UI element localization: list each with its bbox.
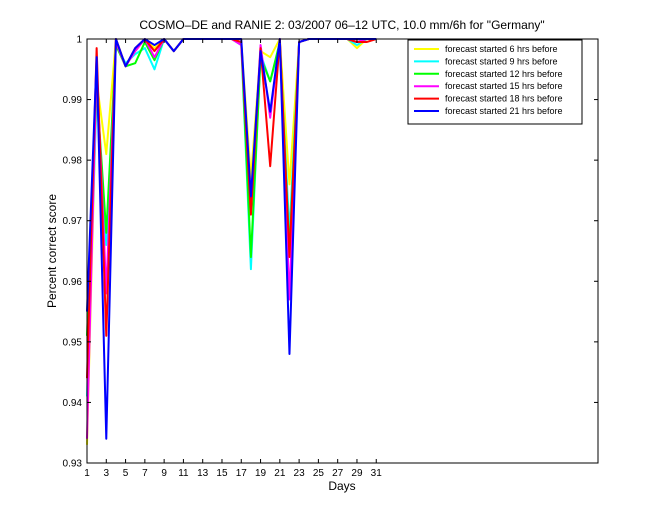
y-tick-label: 0.94 bbox=[63, 398, 83, 409]
x-tick-label: 1 bbox=[84, 468, 90, 479]
x-tick-label: 21 bbox=[274, 468, 286, 479]
y-tick-label: 0.95 bbox=[63, 337, 83, 348]
chart-title: COSMO–DE and RANIE 2: 03/2007 06–12 UTC,… bbox=[139, 18, 544, 32]
y-tick-label: 0.97 bbox=[63, 216, 83, 227]
x-tick-label: 25 bbox=[313, 468, 325, 479]
y-axis-label: Percent correct score bbox=[45, 194, 59, 308]
legend-entries: forecast started 6 hrs before forecast st… bbox=[414, 44, 563, 116]
x-axis-ticks: 1 3 5 7 9 11 13 15 17 19 21 23 25 27 29 31 bbox=[84, 39, 382, 479]
legend-label-1: forecast started 6 hrs before bbox=[445, 44, 558, 54]
legend-label-5: forecast started 18 hrs before bbox=[445, 94, 563, 104]
y-tick-label: 0.93 bbox=[63, 459, 83, 470]
y-tick-label: 0.96 bbox=[63, 277, 83, 288]
x-tick-label: 29 bbox=[351, 468, 363, 479]
x-tick-label: 5 bbox=[123, 468, 129, 479]
x-tick-label: 3 bbox=[104, 468, 110, 479]
x-tick-label: 17 bbox=[236, 468, 248, 479]
legend-label-6: forecast started 21 hrs before bbox=[445, 106, 563, 116]
x-tick-label: 11 bbox=[178, 468, 189, 479]
x-tick-label: 7 bbox=[142, 468, 148, 479]
x-tick-label: 15 bbox=[216, 468, 228, 479]
legend-label-2: forecast started 9 hrs before bbox=[445, 56, 558, 66]
y-tick-label: 1 bbox=[76, 35, 82, 46]
x-tick-label: 31 bbox=[371, 468, 383, 479]
legend-label-3: forecast started 12 hrs before bbox=[445, 69, 563, 79]
legend: forecast started 6 hrs before forecast st… bbox=[407, 39, 583, 125]
legend-label-4: forecast started 15 hrs before bbox=[445, 81, 563, 91]
y-tick-label: 0.98 bbox=[63, 156, 83, 167]
x-tick-label: 23 bbox=[294, 468, 306, 479]
plot-frame bbox=[86, 38, 599, 464]
y-tick-label: 0.99 bbox=[63, 95, 83, 106]
y-axis-ticks: 0.93 0.94 0.95 0.96 0.97 0.98 0.99 1 bbox=[63, 35, 598, 470]
x-tick-label: 27 bbox=[332, 468, 344, 479]
x-axis-label: Days bbox=[328, 479, 355, 493]
x-tick-label: 13 bbox=[197, 468, 209, 479]
x-tick-label: 19 bbox=[255, 468, 267, 479]
x-tick-label: 9 bbox=[161, 468, 167, 479]
